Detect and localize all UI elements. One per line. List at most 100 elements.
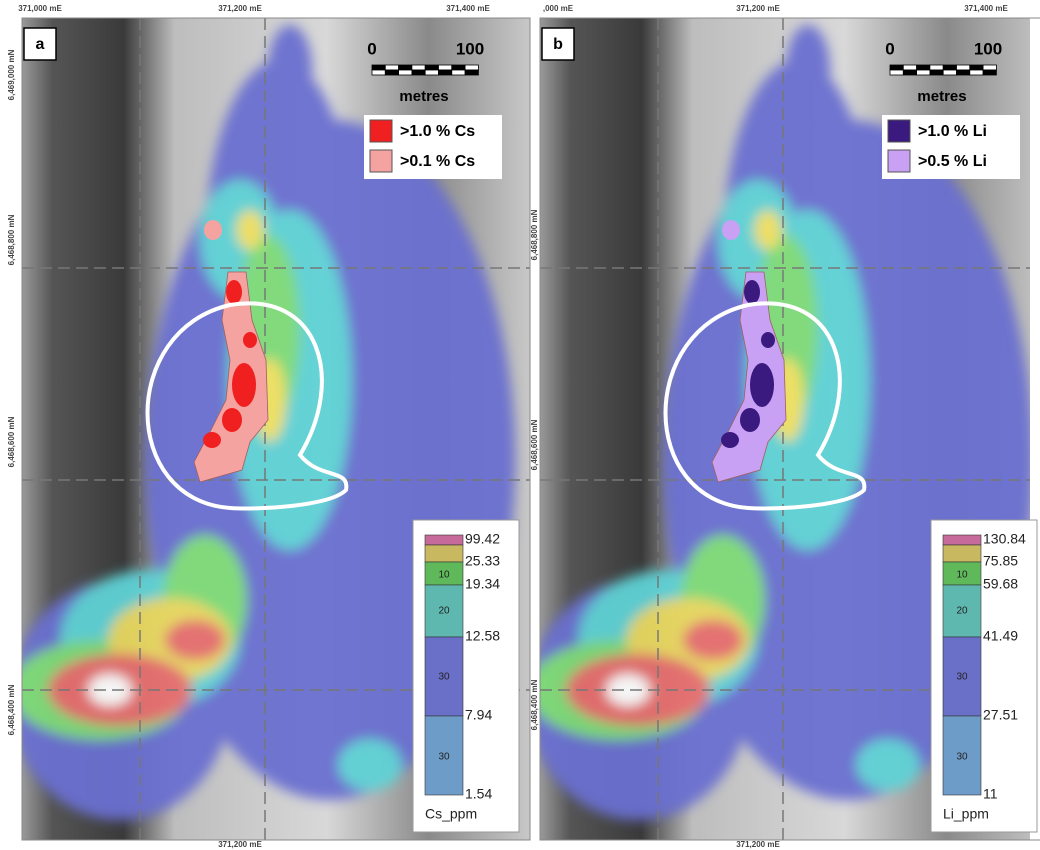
scale-bar-segment xyxy=(385,70,398,75)
northing-label: 6,468,800 mN xyxy=(7,214,16,265)
scale-bar-segment xyxy=(452,65,465,70)
northing-label: 6,468,400 mN xyxy=(7,684,16,735)
scale-bar-segment xyxy=(439,65,452,70)
scale-bar-segment xyxy=(465,70,478,75)
scale-bar-segment xyxy=(412,70,425,75)
legend-label: >0.1 % Cs xyxy=(400,153,475,170)
anomaly xyxy=(683,620,743,660)
scale-bar-segment xyxy=(970,65,983,70)
color-scale-break: 59.68 xyxy=(983,576,1018,592)
color-scale-break: 25.33 xyxy=(465,553,500,569)
color-scale-break: 99.42 xyxy=(465,531,500,547)
easting-label: 371,200 mE xyxy=(736,4,780,13)
color-scale-break: 130.84 xyxy=(983,531,1026,547)
zone-inner xyxy=(721,432,739,448)
color-scale-percent: 10 xyxy=(956,570,968,581)
color-scale-segment xyxy=(943,545,981,562)
easting-label: 371,000 mE xyxy=(18,4,62,13)
color-scale-percent: 20 xyxy=(956,606,968,617)
scale-bar-segment xyxy=(452,70,465,75)
color-scale-break: 12.58 xyxy=(465,628,500,644)
zone-outer xyxy=(722,220,740,240)
color-scale-percent: 30 xyxy=(956,672,968,683)
scale-start: 0 xyxy=(885,39,894,58)
scale-bar-segment xyxy=(890,65,903,70)
color-scale-break: 41.49 xyxy=(983,628,1018,644)
anomaly xyxy=(856,739,920,791)
scale-bar-segment xyxy=(983,65,996,70)
easting-label: 371,400 mE xyxy=(446,4,490,13)
map-panel: b ,000 mE 371,200 mE 371,400 mE 371,200 mE 6,… xyxy=(528,4,1040,849)
anomaly xyxy=(236,210,264,250)
northing-label: 6,468,600 mN xyxy=(530,419,539,470)
scale-end: 100 xyxy=(456,39,484,58)
scale-unit: metres xyxy=(917,88,966,105)
northing-label: 6,468,800 mN xyxy=(530,209,539,260)
scale-bar-segment xyxy=(970,70,983,75)
color-scale-break: 11 xyxy=(983,786,998,802)
color-scale-break: 27.51 xyxy=(983,707,1018,723)
legend-swatch xyxy=(370,120,392,142)
color-scale-percent: 30 xyxy=(438,752,450,763)
color-scale-unit: Li_ppm xyxy=(943,806,989,822)
easting-label: 371,400 mE xyxy=(964,4,1008,13)
scale-bar-segment xyxy=(917,65,930,70)
easting-label: 371,200 mE xyxy=(736,840,780,849)
anomaly xyxy=(338,739,402,791)
scale-bar-segment xyxy=(399,70,412,75)
scale-bar-segment xyxy=(425,65,438,70)
scale-end: 100 xyxy=(974,39,1002,58)
color-scale-unit: Cs_ppm xyxy=(425,806,477,822)
northing-label: 6,469,000 mN xyxy=(7,49,16,100)
scale-bar-segment xyxy=(425,70,438,75)
scale-bar-segment xyxy=(372,65,385,70)
color-scale-segment xyxy=(425,545,463,562)
color-scale-percent: 30 xyxy=(438,672,450,683)
color-scale-segment xyxy=(425,535,463,545)
anomaly xyxy=(754,210,782,250)
panel-label: a xyxy=(36,36,45,53)
scale-bar-segment xyxy=(930,65,943,70)
northing-label: 6,468,600 mN xyxy=(7,416,16,467)
scale-bar-segment xyxy=(957,70,970,75)
zone-inner xyxy=(744,280,760,304)
scale-bar-segment xyxy=(399,65,412,70)
color-scale-break: 19.34 xyxy=(465,576,500,592)
legend-label: >0.5 % Li xyxy=(918,153,987,170)
zone-inner xyxy=(740,408,760,432)
color-scale-percent: 30 xyxy=(956,752,968,763)
color-scale-break: 1.54 xyxy=(465,786,492,802)
easting-label: 371,200 mE xyxy=(218,840,262,849)
color-scale-percent: 10 xyxy=(438,570,450,581)
scale-bar-segment xyxy=(372,70,385,75)
legend-swatch xyxy=(370,150,392,172)
scale-bar-segment xyxy=(385,65,398,70)
legend-label: >1.0 % Cs xyxy=(400,123,475,140)
scale-unit: metres xyxy=(399,88,448,105)
scale-bar-segment xyxy=(930,70,943,75)
color-scale-break: 75.85 xyxy=(983,553,1018,569)
easting-label: ,000 mE xyxy=(543,4,574,13)
zone-inner xyxy=(750,363,774,407)
zone-inner xyxy=(243,332,257,348)
legend-swatch xyxy=(888,120,910,142)
anomaly xyxy=(165,620,225,660)
scale-bar-segment xyxy=(890,70,903,75)
scale-bar-segment xyxy=(957,65,970,70)
color-scale-segment xyxy=(943,535,981,545)
color-scale-percent: 20 xyxy=(438,606,450,617)
anomaly xyxy=(268,25,312,115)
scale-bar-segment xyxy=(412,65,425,70)
panel-label: b xyxy=(553,36,563,53)
scale-bar-segment xyxy=(439,70,452,75)
scale-bar-segment xyxy=(903,70,916,75)
legend-swatch xyxy=(888,150,910,172)
figure: a 371,000 mE 371,200 mE 371,400 mE 371,200 m… xyxy=(0,0,1040,850)
zone-outer xyxy=(204,220,222,240)
scale-bar-segment xyxy=(943,65,956,70)
scale-start: 0 xyxy=(367,39,376,58)
legend-label: >1.0 % Li xyxy=(918,123,987,140)
zone-inner xyxy=(222,408,242,432)
zone-inner xyxy=(232,363,256,407)
scale-bar-segment xyxy=(943,70,956,75)
